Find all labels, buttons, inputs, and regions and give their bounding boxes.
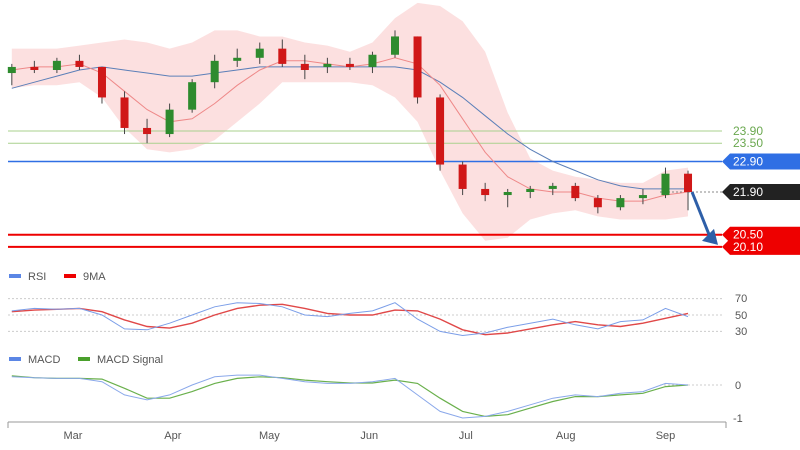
candle-body (75, 60, 84, 67)
candle-body (30, 66, 39, 70)
rsi-tick-70: 70 (735, 293, 747, 305)
x-tick-label: Apr (164, 430, 181, 442)
level-tag-label: 20.50 (733, 228, 763, 242)
rsi-tick-50: 50 (735, 310, 747, 322)
rsi-tick-30: 30 (735, 326, 747, 338)
level-tag (722, 226, 800, 243)
x-axis: Mar Apr May Jun Jul Aug Sep (7, 421, 727, 442)
candle-body (143, 127, 152, 135)
ma9-legend-label[interactable]: 9MA (83, 271, 106, 283)
bollinger-band (11, 2, 689, 241)
candle-body (616, 198, 625, 208)
rsi-legend: RSI 9MA (9, 271, 106, 283)
rsi-panel: RSI 9MA 70 50 30 (8, 271, 747, 338)
level-tag (722, 238, 800, 255)
macd-panel: MACD MACD Signal 0 -1 (9, 354, 743, 425)
candle-body (413, 36, 422, 98)
candle-body (684, 173, 693, 192)
x-tick-label: Jul (459, 430, 473, 442)
x-tick-label: May (259, 430, 280, 442)
rsi-legend-label[interactable]: RSI (28, 271, 46, 283)
candle-body (165, 109, 174, 135)
candle-body (210, 60, 219, 83)
candle-body (391, 36, 399, 55)
candle-body (368, 54, 377, 67)
candle-body (526, 188, 535, 192)
level-tag-label: 21.90 (733, 185, 763, 199)
macd-legend-label[interactable]: MACD (28, 354, 60, 366)
candle-body (548, 185, 557, 189)
level-tag-label: 20.10 (733, 240, 763, 254)
x-tick-label: Mar (64, 430, 83, 442)
level-tag-label: 22.90 (733, 155, 763, 169)
rsi-line (11, 302, 689, 337)
x-tick-label: Jun (360, 430, 378, 442)
signal-legend-swatch (78, 357, 90, 361)
candle-body (503, 192, 512, 196)
level-label: 23.50 (733, 136, 763, 150)
candle-body (188, 82, 197, 110)
macd-tick-0: 0 (735, 380, 741, 392)
candle-body (323, 63, 332, 67)
forecast-arrow (690, 191, 712, 238)
candle-body (661, 173, 670, 196)
candle-body (97, 66, 106, 98)
level-tag (722, 184, 800, 200)
candle-body (7, 66, 16, 74)
level-label: 23.90 (733, 124, 763, 138)
rsi-legend-swatch (9, 274, 21, 278)
x-tick-label: Aug (556, 430, 576, 442)
candle-body (120, 97, 129, 128)
candle-body (458, 164, 467, 189)
level-tag (722, 153, 800, 170)
candle-body (436, 97, 445, 165)
macd-line (11, 374, 689, 419)
candle-body (345, 63, 354, 67)
macd-tick-minus1: -1 (733, 413, 743, 425)
forecast-arrowhead (702, 228, 718, 245)
ma9-legend-swatch (64, 274, 76, 278)
candle-body (300, 63, 309, 70)
macd-legend: MACD MACD Signal (9, 354, 163, 366)
candle-body (571, 185, 580, 199)
macd-legend-swatch (9, 357, 21, 361)
candle-body (481, 188, 490, 196)
ma9-line (11, 303, 689, 336)
candle-body (278, 48, 287, 64)
candle-body (255, 48, 264, 58)
signal-legend-label[interactable]: MACD Signal (97, 354, 163, 366)
candle-body (593, 198, 602, 208)
candle-body (638, 195, 647, 199)
x-tick-label: Sep (656, 430, 676, 442)
candle-body (52, 60, 61, 70)
candle-body (233, 57, 242, 61)
